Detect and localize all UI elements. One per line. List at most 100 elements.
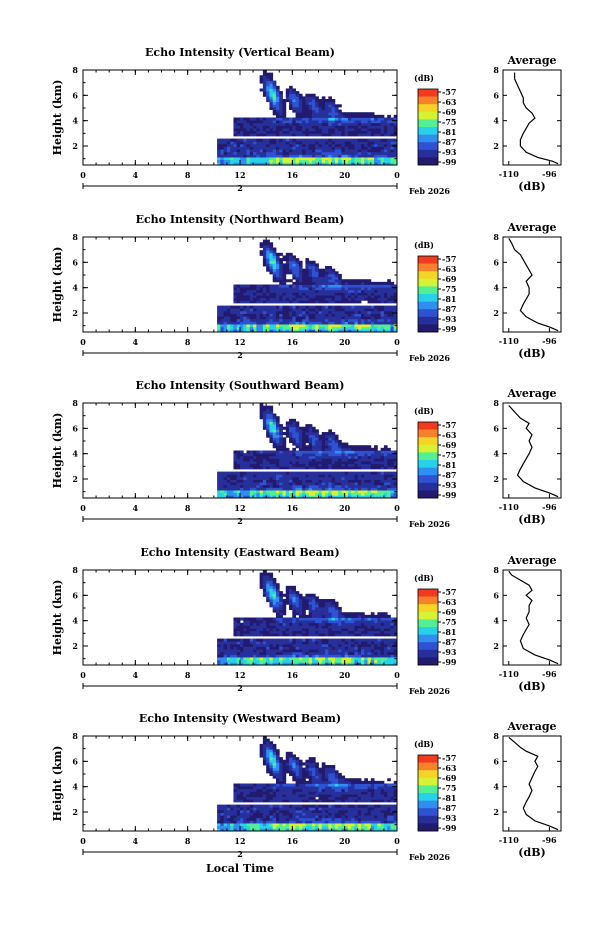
echo-cell [380, 114, 385, 118]
echo-cell [374, 490, 378, 494]
echo-cell [344, 292, 349, 296]
echo-cell [298, 442, 303, 446]
echo-cell [298, 614, 303, 618]
echo-cell [236, 313, 241, 317]
echo-cell [259, 484, 264, 488]
echo-cell [347, 300, 352, 304]
echo-cell [370, 300, 375, 304]
echo-cell [318, 104, 323, 108]
echo-cell [370, 297, 375, 301]
echo-cell [272, 313, 277, 317]
echo-cell [262, 421, 267, 425]
echo-cell [318, 276, 323, 280]
echo-cell [377, 490, 382, 494]
echo-cell [318, 638, 323, 642]
echo-cell [351, 474, 355, 478]
echo-cell [272, 633, 277, 637]
echo-cell [383, 287, 388, 291]
echo-cell [292, 599, 296, 603]
echo-cell [226, 326, 231, 330]
echo-cell [272, 106, 277, 110]
echo-cell [230, 651, 234, 655]
echo-cell [262, 484, 267, 488]
echo-cell [315, 646, 319, 650]
echo-cell [374, 492, 378, 496]
echo-cell [341, 662, 346, 666]
echo-cell [377, 305, 382, 309]
echo-cell [361, 455, 365, 459]
echo-cell [334, 162, 339, 166]
echo-cell [302, 599, 306, 603]
average-y-tick-label: 4 [493, 116, 499, 126]
echo-cell [341, 651, 346, 655]
echo-cell [253, 458, 257, 462]
echo-cell [289, 96, 293, 100]
echo-cell [240, 641, 244, 645]
echo-cell [275, 484, 280, 488]
echo-cell [334, 620, 339, 624]
echo-cell [269, 287, 274, 291]
echo-cell [289, 651, 293, 655]
echo-cell [374, 308, 378, 312]
echo-cell [289, 638, 293, 642]
echo-cell [262, 125, 267, 129]
echo-cell [298, 295, 303, 299]
echo-panel-1: Echo Intensity (Northward Beam)0 4 8 12 16 20… [51, 213, 562, 363]
echo-cell [226, 305, 231, 309]
echo-cell [243, 492, 247, 496]
echo-cell [334, 281, 339, 285]
echo-cell [243, 313, 247, 317]
echo-cell [279, 476, 283, 480]
echo-cell [364, 447, 368, 451]
echo-cell [282, 455, 287, 459]
echo-cell [262, 657, 267, 661]
echo-cell [328, 117, 332, 121]
echo-cell [315, 432, 319, 436]
echo-cell [302, 630, 306, 634]
echo-cell [351, 659, 355, 663]
echo-cell [285, 588, 290, 592]
echo-cell [318, 662, 323, 666]
echo-cell [269, 120, 274, 124]
echo-cell [387, 308, 391, 312]
echo-cell [253, 617, 257, 621]
echo-cell [383, 133, 388, 137]
echo-cell [285, 120, 290, 124]
echo-cell [338, 162, 342, 166]
colorbar-swatch [418, 301, 438, 310]
echo-cell [223, 146, 228, 150]
echo-cell [249, 453, 254, 457]
echo-cell [233, 295, 238, 299]
echo-cell [351, 326, 355, 330]
echo-cell [318, 657, 323, 661]
echo-cell [233, 633, 238, 637]
echo-cell [334, 651, 339, 655]
echo-cell [344, 492, 349, 496]
echo-cell [321, 106, 326, 110]
echo-cell [370, 633, 375, 637]
echo-cell [380, 646, 385, 650]
echo-cell [253, 292, 257, 296]
echo-cell [357, 447, 362, 451]
echo-cell [279, 122, 283, 126]
echo-cell [354, 657, 359, 661]
echo-cell [331, 130, 336, 134]
echo-cell [344, 654, 349, 658]
echo-cell [285, 601, 290, 605]
echo-cell [361, 324, 365, 328]
echo-cell [341, 471, 346, 475]
echo-cell [318, 305, 323, 309]
echo-cell [357, 628, 362, 632]
echo-cell [367, 143, 372, 147]
echo-cell [331, 279, 336, 283]
echo-cell [223, 149, 228, 153]
echo-cell [364, 614, 368, 618]
echo-cell [315, 112, 319, 116]
echo-cell [311, 471, 316, 475]
echo-cell [311, 609, 316, 613]
echo-cell [315, 326, 319, 330]
echo-cell [295, 138, 300, 142]
echo-cell [305, 106, 310, 110]
echo-cell [364, 633, 368, 637]
echo-cell [377, 461, 382, 465]
